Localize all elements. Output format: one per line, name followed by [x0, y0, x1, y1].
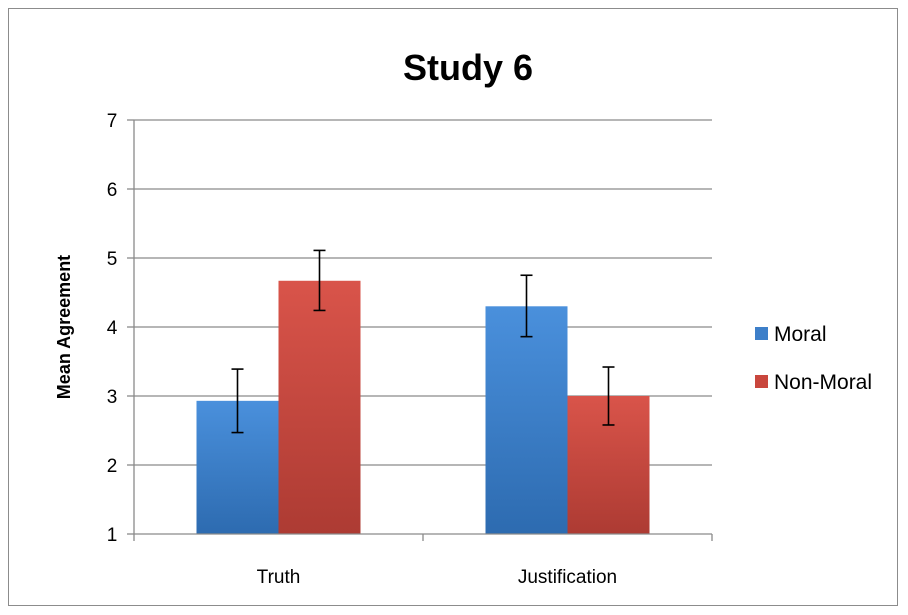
legend-swatch-non-moral [755, 375, 768, 388]
y-tick-label-6: 6 [107, 180, 118, 201]
x-category-label-justification: Justification [518, 567, 617, 588]
legend-label-moral: Moral [774, 323, 827, 346]
bar-non-moral-truth [278, 280, 361, 534]
chart-frame [8, 8, 898, 606]
y-tick-label-4: 4 [107, 318, 118, 339]
y-tick-label-1: 1 [107, 525, 118, 546]
y-tick-label-5: 5 [107, 249, 118, 270]
legend-label-non-moral: Non-Moral [774, 371, 872, 394]
chart-title: Study 6 [403, 47, 533, 88]
bars [196, 249, 650, 534]
y-tick-label-3: 3 [107, 387, 118, 408]
y-tick-label-2: 2 [107, 456, 118, 477]
y-axis-label: Mean Agreement [54, 255, 74, 399]
axes: 1 2 3 4 5 6 7 Truth Justification [107, 111, 713, 588]
x-category-label-truth: Truth [257, 567, 301, 588]
legend: Moral Non-Moral [755, 323, 872, 394]
y-tick-label-7: 7 [107, 111, 118, 132]
bar-moral-justification [485, 306, 568, 534]
legend-swatch-moral [755, 327, 768, 340]
